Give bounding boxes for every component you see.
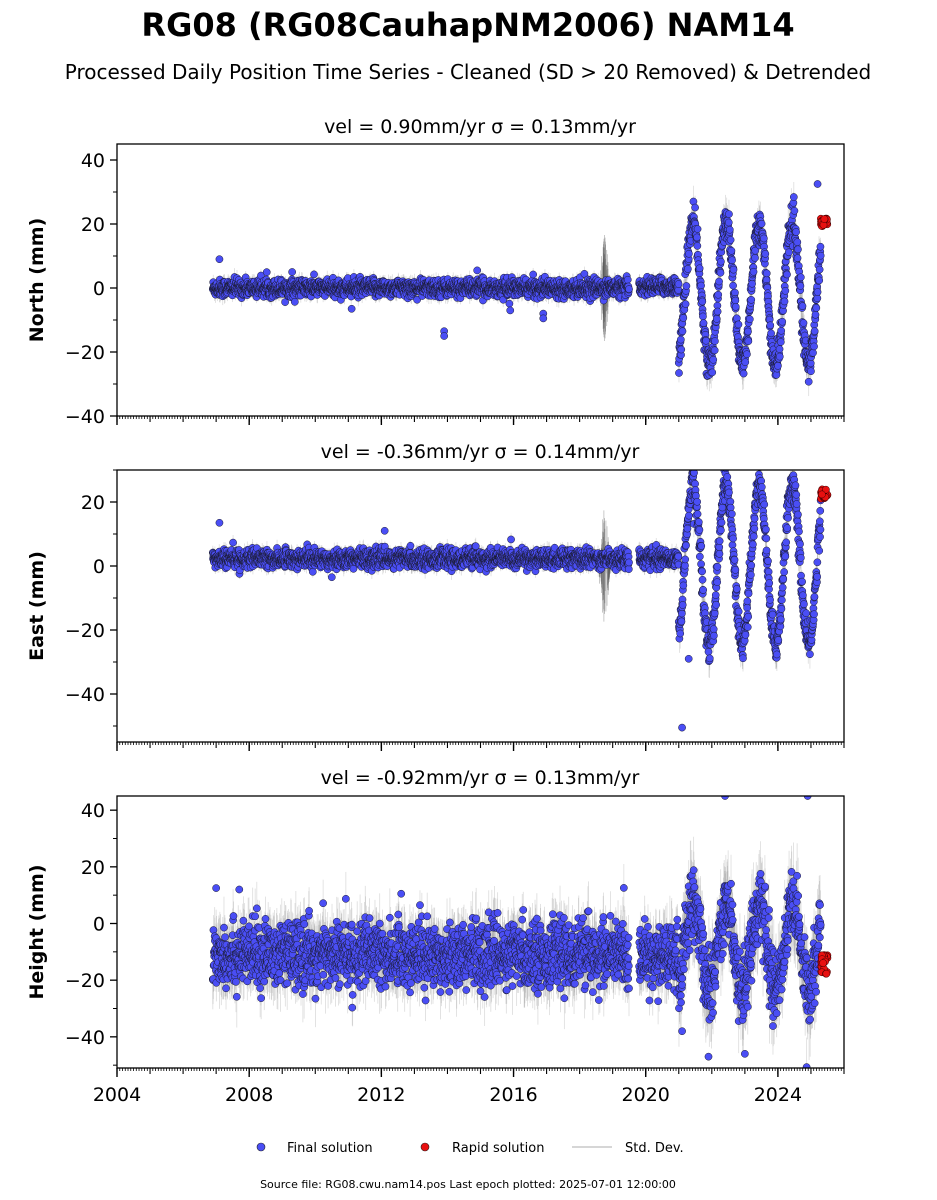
north-plot-area bbox=[208, 180, 832, 397]
north-panel-title: vel = 0.90mm/yr σ = 0.13mm/yr bbox=[324, 116, 636, 138]
final-point bbox=[529, 270, 538, 279]
final-point bbox=[262, 268, 271, 277]
north-panel: vel = 0.90mm/yr σ = 0.13mm/yr North (mm)… bbox=[26, 116, 845, 428]
figure-title: RG08 (RG08CauhapNM2006) NAM14 bbox=[141, 6, 794, 44]
final-point bbox=[625, 285, 633, 293]
final-point bbox=[580, 269, 589, 278]
final-point bbox=[290, 298, 299, 306]
north-ylabel: North (mm) bbox=[26, 218, 48, 343]
north-final-series bbox=[208, 180, 825, 386]
final-point bbox=[413, 295, 421, 304]
final-point bbox=[623, 275, 632, 284]
final-point bbox=[505, 299, 514, 308]
figure-subtitle: Processed Daily Position Time Series - C… bbox=[65, 60, 871, 84]
final-point bbox=[310, 270, 318, 279]
